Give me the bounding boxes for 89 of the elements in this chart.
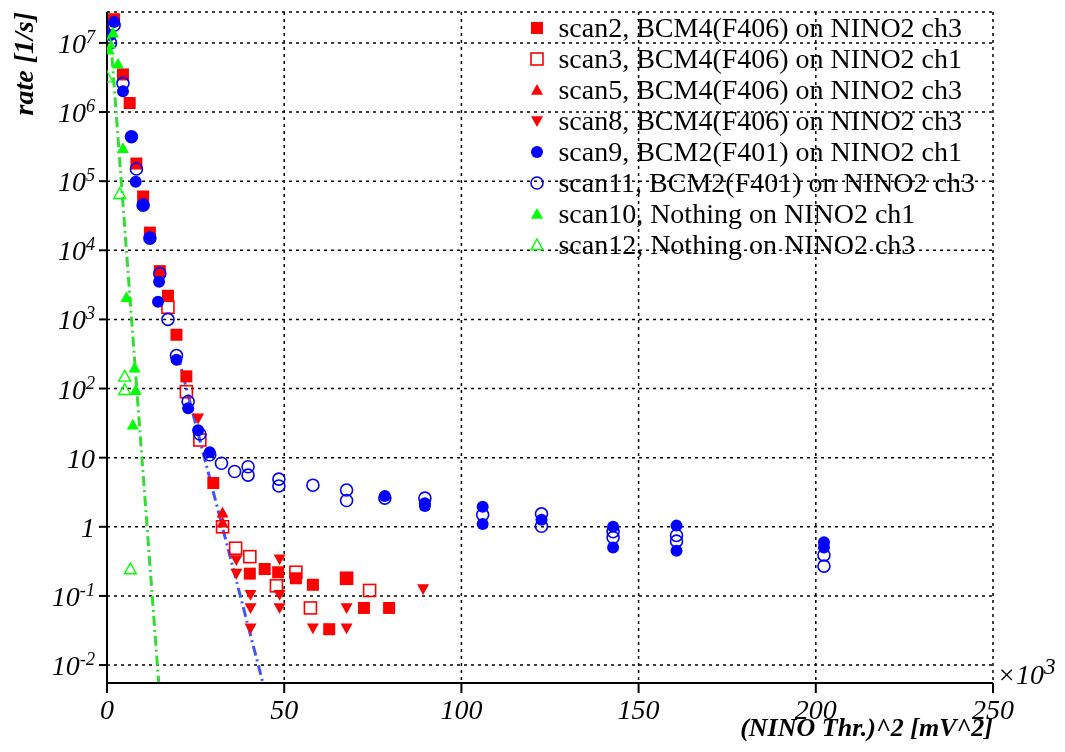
point [669,534,684,548]
point [272,566,285,579]
point [339,493,354,508]
point [170,328,183,341]
x-tick-label: 50 [270,694,299,725]
point [241,459,255,474]
legend-label: scan11, BCM2(F401) on NINO2 ch3 [558,167,975,198]
point [289,565,303,580]
point [323,623,336,636]
point [243,567,256,580]
point [606,530,620,545]
point [161,312,175,327]
point [230,568,243,580]
legend-label: scan10, Nothing on NINO2 ch1 [558,198,916,229]
point [107,26,120,38]
point [161,300,175,315]
point [417,584,430,595]
point [306,578,319,591]
point [258,563,271,576]
point [340,623,353,635]
legend-label: scan2, BCM4(F406) on NINO2 ch3 [558,12,963,43]
text: ×10$^{3}$ [997,653,1056,692]
point [179,384,194,399]
point [272,479,286,493]
point [152,295,165,308]
point [215,520,230,534]
y-tick-label: 10$^{4}$ [57,234,95,267]
y-tick-label: 10$^{-2}$ [51,649,95,682]
point [123,562,138,575]
point [230,555,243,567]
point [116,142,129,153]
point [241,468,255,482]
point [228,541,243,556]
point [244,603,257,614]
y-tick-label: 10$^{-1}$ [51,579,95,612]
x-tick-label: 100 [440,694,483,725]
point [306,623,319,635]
point [303,601,318,615]
point [118,383,132,396]
legend-label: scan8, BCM4(F406) on NINO2 ch3 [558,105,963,136]
point [214,456,229,471]
point [383,601,396,614]
point [306,478,320,492]
y-tick-label: 10$^{6}$ [57,96,95,129]
y-tick-label: 10$^{2}$ [57,372,95,405]
point [129,384,142,395]
y-tick-label: 10$^{5}$ [57,165,95,198]
point [216,516,229,528]
point [129,162,144,176]
point [113,186,127,200]
y-tick-label: 10$^{3}$ [57,303,95,336]
point [192,413,205,425]
point [669,528,684,543]
point [340,603,353,614]
point [129,175,142,188]
point [243,549,257,564]
legend-label: scan5, BCM4(F406) on NINO2 ch3 [558,74,963,105]
point [418,491,432,505]
point [123,97,136,110]
point [273,589,286,601]
point [118,369,132,382]
point [193,427,207,441]
point [357,601,370,614]
point [817,559,831,573]
point [180,370,193,383]
point [120,291,133,302]
point [227,464,242,479]
point [269,579,284,593]
y-tick-label: 10$^{7}$ [57,26,96,59]
point [244,589,257,601]
point [207,477,220,490]
x-tick-label: 0 [100,694,114,725]
point [339,483,354,497]
point [126,418,139,430]
point [216,506,229,518]
y-axis-title: rate [1/s] [8,12,40,118]
x-tick-label: 150 [617,694,660,725]
point [111,57,124,69]
point [128,361,141,373]
point [244,623,257,635]
point [817,548,831,562]
point [362,583,377,598]
legend-label: scan3, BCM4(F406) on NINO2 ch1 [558,43,963,74]
point [273,554,286,566]
point [273,603,286,614]
y-tick-label: 10 [67,442,95,474]
y-tick-label: 1 [81,511,95,543]
legend-label: scan9, BCM2(F401) on NINO2 ch1 [558,136,963,167]
point [272,472,286,486]
